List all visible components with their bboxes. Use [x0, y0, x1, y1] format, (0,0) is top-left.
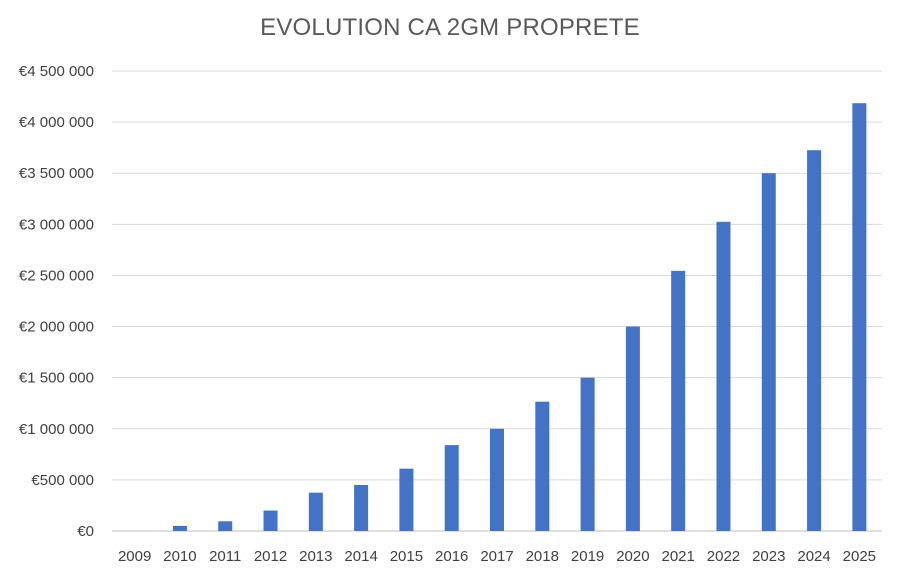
bar-2025	[852, 103, 867, 531]
x-tick-label: 2009	[118, 548, 151, 565]
y-tick-label: €4 500 000	[19, 63, 94, 80]
x-tick-label: 2010	[163, 548, 196, 565]
y-tick-label: €4 000 000	[19, 114, 94, 131]
x-tick-label: 2022	[707, 548, 740, 565]
x-tick-label: 2013	[299, 548, 332, 565]
bar-2015	[399, 468, 414, 531]
y-tick-label: €2 000 000	[19, 319, 94, 336]
y-tick-label: €500 000	[31, 472, 94, 489]
y-tick-label: €0	[77, 523, 94, 540]
bar-2012	[263, 510, 278, 531]
y-tick-label: €2 500 000	[19, 267, 94, 284]
x-tick-label: 2018	[526, 548, 559, 565]
bar-2011	[218, 521, 233, 531]
bar-2014	[354, 485, 369, 531]
x-tick-label: 2020	[616, 548, 649, 565]
x-tick-label: 2024	[797, 548, 830, 565]
bar-2019	[580, 377, 595, 531]
x-tick-label: 2014	[344, 548, 377, 565]
chart-title: EVOLUTION CA 2GM PROPRETE	[260, 14, 640, 41]
x-tick-label: 2017	[480, 548, 513, 565]
bar-2020	[625, 326, 640, 531]
y-tick-label: €3 000 000	[19, 216, 94, 233]
y-tick-label: €1 500 000	[19, 370, 94, 387]
x-tick-label: 2016	[435, 548, 468, 565]
bar-2021	[671, 270, 686, 531]
y-tick-label: €3 500 000	[19, 165, 94, 182]
x-tick-label: 2015	[390, 548, 423, 565]
x-tick-label: 2012	[254, 548, 287, 565]
bar-2013	[308, 492, 323, 531]
x-tick-label: 2023	[752, 548, 785, 565]
bar-2010	[172, 525, 187, 531]
y-tick-label: €1 000 000	[19, 421, 94, 438]
x-tick-label: 2011	[209, 548, 241, 565]
bar-2017	[490, 428, 504, 531]
x-tick-label: 2021	[661, 548, 694, 565]
bar-2018	[535, 401, 550, 531]
bar-2022	[716, 221, 731, 531]
x-tick-label: 2025	[843, 548, 876, 565]
bar-2024	[807, 150, 822, 531]
bar-2023	[761, 173, 776, 531]
x-tick-label: 2019	[571, 548, 604, 565]
bar-2016	[444, 445, 459, 531]
